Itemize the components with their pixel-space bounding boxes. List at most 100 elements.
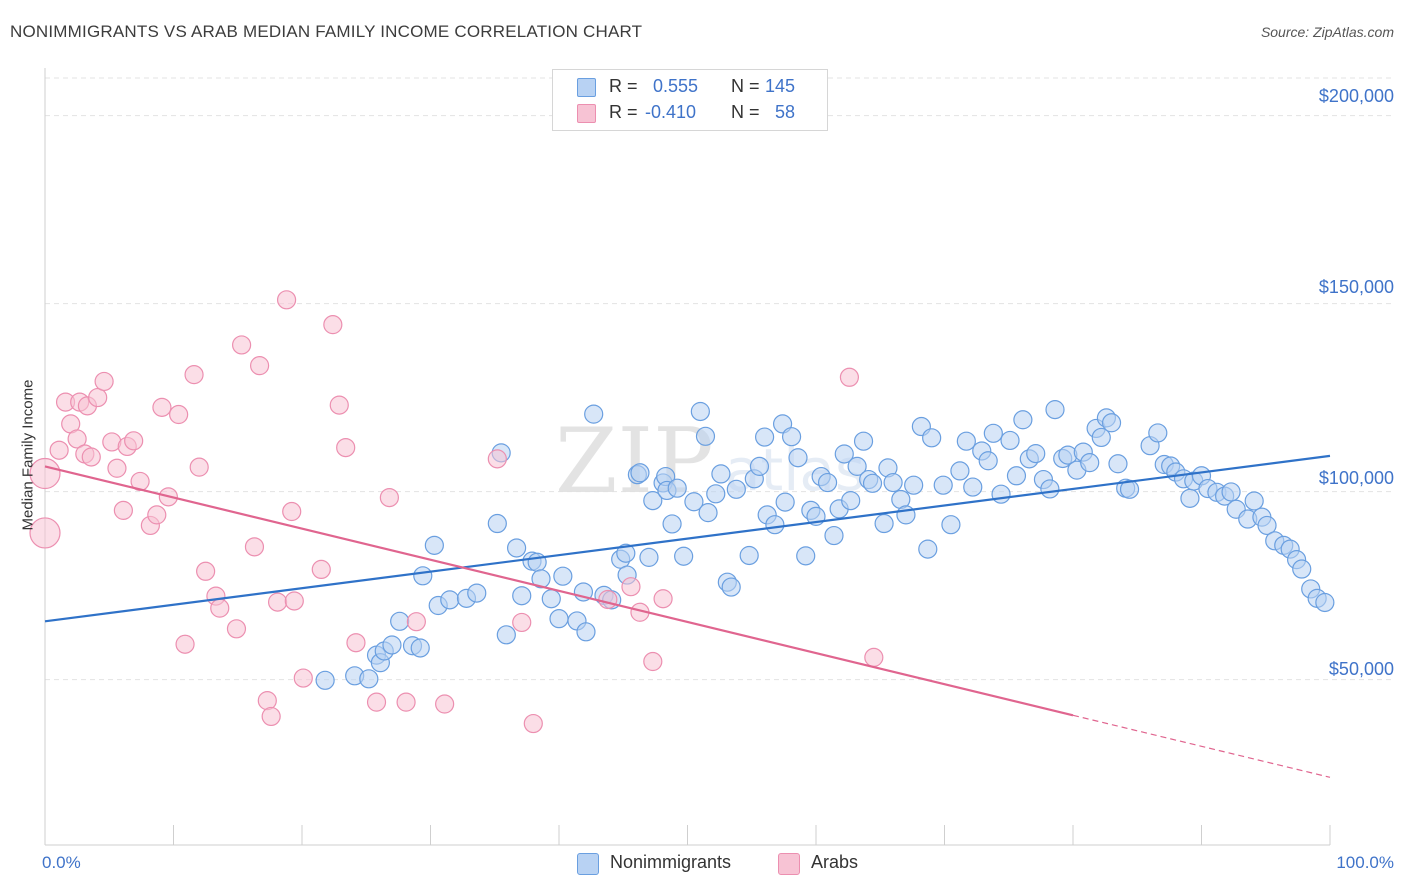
- data-point: [113, 500, 133, 520]
- data-point: [527, 552, 547, 572]
- data-point: [639, 547, 659, 567]
- data-point: [1080, 453, 1100, 473]
- data-point: [284, 591, 304, 611]
- data-point: [175, 634, 195, 654]
- data-point: [841, 491, 861, 511]
- data-point: [424, 535, 444, 555]
- data-point: [775, 492, 795, 512]
- data-point: [210, 598, 230, 618]
- y-tick-label: $200,000: [1318, 86, 1394, 106]
- data-point: [711, 464, 731, 484]
- data-point: [1091, 427, 1111, 448]
- data-point: [226, 619, 247, 639]
- data-point: [739, 545, 759, 566]
- data-point: [189, 457, 209, 477]
- y-tick-label: $50,000: [1328, 659, 1394, 679]
- data-point: [311, 559, 331, 580]
- gridlines: [45, 77, 1395, 681]
- chart-title: NONIMMIGRANTS VS ARAB MEDIAN FAMILY INCO…: [10, 22, 643, 41]
- r-label: R =: [609, 102, 638, 122]
- data-point: [1148, 423, 1168, 443]
- data-point: [496, 625, 516, 645]
- data-point: [531, 569, 551, 589]
- data-point: [249, 356, 270, 376]
- data-point: [765, 515, 785, 535]
- data-point: [1315, 592, 1335, 613]
- trend-line-arabs-extension: [1072, 714, 1331, 778]
- data-point: [88, 387, 108, 408]
- series-nonimmigrants: [315, 400, 1335, 690]
- data-point: [788, 448, 808, 468]
- nonimmigrants-swatch: [577, 78, 596, 97]
- data-point: [29, 517, 61, 549]
- data-point: [1013, 410, 1033, 430]
- data-point: [643, 651, 663, 672]
- source-credit: Source: ZipAtlas.com: [1260, 24, 1394, 40]
- data-point: [963, 477, 983, 497]
- correlation-stats-box: R = 0.555 N = 145 R = -0.410 N = 58: [552, 69, 828, 131]
- legend-swatch-blue: [577, 853, 599, 875]
- data-point: [1292, 559, 1312, 579]
- data-point: [1108, 454, 1128, 474]
- data-point: [616, 543, 636, 563]
- data-point: [396, 692, 416, 712]
- data-point: [366, 692, 387, 712]
- data-point: [698, 503, 718, 523]
- data-point: [1006, 466, 1027, 486]
- n-value: 145: [765, 76, 796, 96]
- data-point: [382, 635, 402, 655]
- data-point: [267, 592, 288, 612]
- data-point: [67, 429, 87, 449]
- data-point: [346, 633, 366, 653]
- data-point: [487, 449, 507, 469]
- data-point: [690, 401, 710, 422]
- n-label: N =: [731, 76, 760, 96]
- data-point: [684, 492, 704, 512]
- data-point: [864, 647, 884, 667]
- data-point: [124, 431, 144, 451]
- data-point: [721, 577, 741, 597]
- data-point: [662, 514, 682, 534]
- data-point: [643, 491, 663, 511]
- data-point: [839, 367, 860, 387]
- data-point: [261, 706, 281, 727]
- arabs-swatch: [577, 104, 596, 123]
- data-point: [584, 404, 604, 424]
- data-point: [315, 670, 335, 690]
- legend-label: Arabs: [811, 852, 859, 872]
- data-point: [244, 537, 265, 557]
- data-point: [435, 694, 455, 714]
- data-point: [487, 513, 507, 534]
- data-point: [1000, 430, 1020, 451]
- data-point: [956, 431, 976, 451]
- data-point: [1244, 491, 1264, 511]
- data-point: [323, 315, 343, 335]
- y-tick-label: $150,000: [1318, 277, 1394, 297]
- trend-lines: [44, 454, 1331, 778]
- y-axis-label: Median Family Income: [19, 379, 37, 531]
- data-point: [754, 427, 775, 447]
- data-point: [49, 440, 69, 460]
- data-point: [781, 427, 802, 447]
- data-point: [933, 475, 953, 495]
- data-point: [950, 461, 970, 481]
- data-point: [523, 713, 543, 734]
- data-point: [549, 609, 569, 629]
- trend-line-arabs: [44, 465, 1074, 717]
- data-point: [749, 456, 770, 476]
- data-point: [276, 290, 297, 310]
- data-point: [983, 423, 1003, 443]
- r-value: -0.410: [645, 102, 697, 122]
- r-label: R =: [609, 76, 638, 96]
- legend-label: Nonimmigrants: [610, 852, 732, 872]
- data-point: [904, 475, 924, 495]
- data-point: [922, 428, 942, 448]
- data-point: [359, 669, 379, 689]
- data-point: [390, 611, 410, 631]
- data-point: [257, 691, 277, 711]
- data-point: [1119, 479, 1140, 499]
- data-point: [1026, 444, 1046, 464]
- x-tick-label: 0.0%: [42, 853, 81, 872]
- data-point: [667, 478, 687, 498]
- data-point: [853, 431, 874, 451]
